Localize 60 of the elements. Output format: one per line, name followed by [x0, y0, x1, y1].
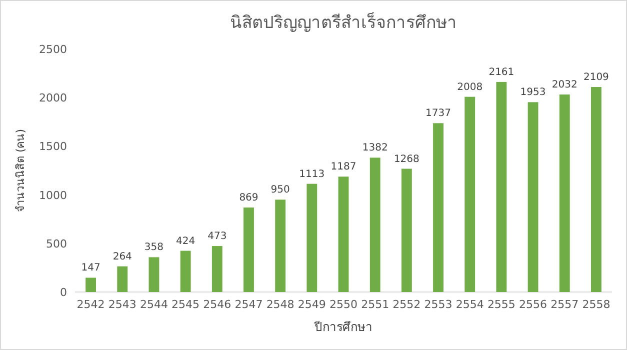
bar	[212, 246, 222, 292]
bar	[275, 200, 286, 292]
y-tick-label: 2500	[39, 43, 67, 56]
x-tick-label: 2553	[424, 298, 452, 311]
bar	[148, 257, 160, 292]
bar	[117, 266, 128, 292]
data-label: 1382	[362, 142, 388, 154]
x-tick-label: 2552	[392, 298, 421, 311]
x-tick-label: 2543	[108, 298, 136, 311]
x-tick-label: 2546	[203, 298, 232, 311]
data-label: 950	[270, 184, 290, 196]
x-tick-label: 2544	[140, 298, 168, 311]
bar	[306, 184, 318, 292]
data-label: 424	[176, 236, 196, 247]
data-label: 1737	[426, 108, 451, 120]
data-label: 2161	[488, 66, 514, 78]
data-label: 2032	[552, 79, 578, 90]
data-label: 1268	[394, 154, 420, 165]
bar	[528, 102, 538, 292]
x-tick-label: 2558	[582, 298, 610, 311]
x-tick-label: 2545	[172, 298, 200, 311]
data-label: 1113	[299, 168, 325, 180]
y-tick-label: 0	[60, 286, 67, 299]
x-tick-label: 2557	[550, 298, 579, 311]
data-label: 358	[144, 242, 164, 254]
x-axis-title: ปีการศึกษา	[314, 320, 372, 334]
data-label: 869	[239, 192, 258, 204]
data-label: 2008	[457, 82, 483, 93]
x-tick-label: 2554	[456, 298, 484, 311]
x-tick-label: 2547	[234, 298, 263, 311]
bar	[401, 168, 412, 292]
bar	[338, 176, 349, 292]
chart-title: นิสิตปริญญาตรีสำเร็จการศึกษา	[230, 11, 457, 33]
x-tick-label: 2548	[266, 298, 294, 311]
x-tick-label: 2555	[487, 298, 516, 311]
bar	[496, 82, 507, 292]
y-tick-label: 500	[46, 237, 67, 250]
data-label: 2109	[583, 72, 609, 84]
bar	[433, 123, 444, 292]
x-tick-label: 2542	[76, 298, 105, 311]
data-label: 147	[81, 262, 100, 274]
bar	[180, 250, 191, 292]
y-tick-label: 1000	[39, 188, 67, 202]
x-tick-label: 2549	[298, 298, 326, 311]
bar	[464, 96, 476, 292]
data-label: 264	[112, 251, 132, 262]
data-label: 1187	[330, 162, 356, 173]
y-tick-label: 1500	[39, 140, 67, 154]
x-tick-label: 2556	[519, 298, 548, 311]
data-label: 473	[208, 231, 227, 242]
data-label: 1953	[520, 87, 546, 98]
bar	[370, 158, 380, 292]
x-tick-label: 2551	[361, 298, 390, 311]
bar	[559, 94, 570, 292]
x-tick-label: 2550	[330, 298, 358, 311]
y-tick-label: 2000	[39, 92, 67, 105]
bar	[244, 208, 254, 292]
bar	[590, 87, 602, 292]
bar	[86, 278, 96, 292]
y-axis-title: จำนวนนิสิต (คน)	[14, 128, 27, 212]
